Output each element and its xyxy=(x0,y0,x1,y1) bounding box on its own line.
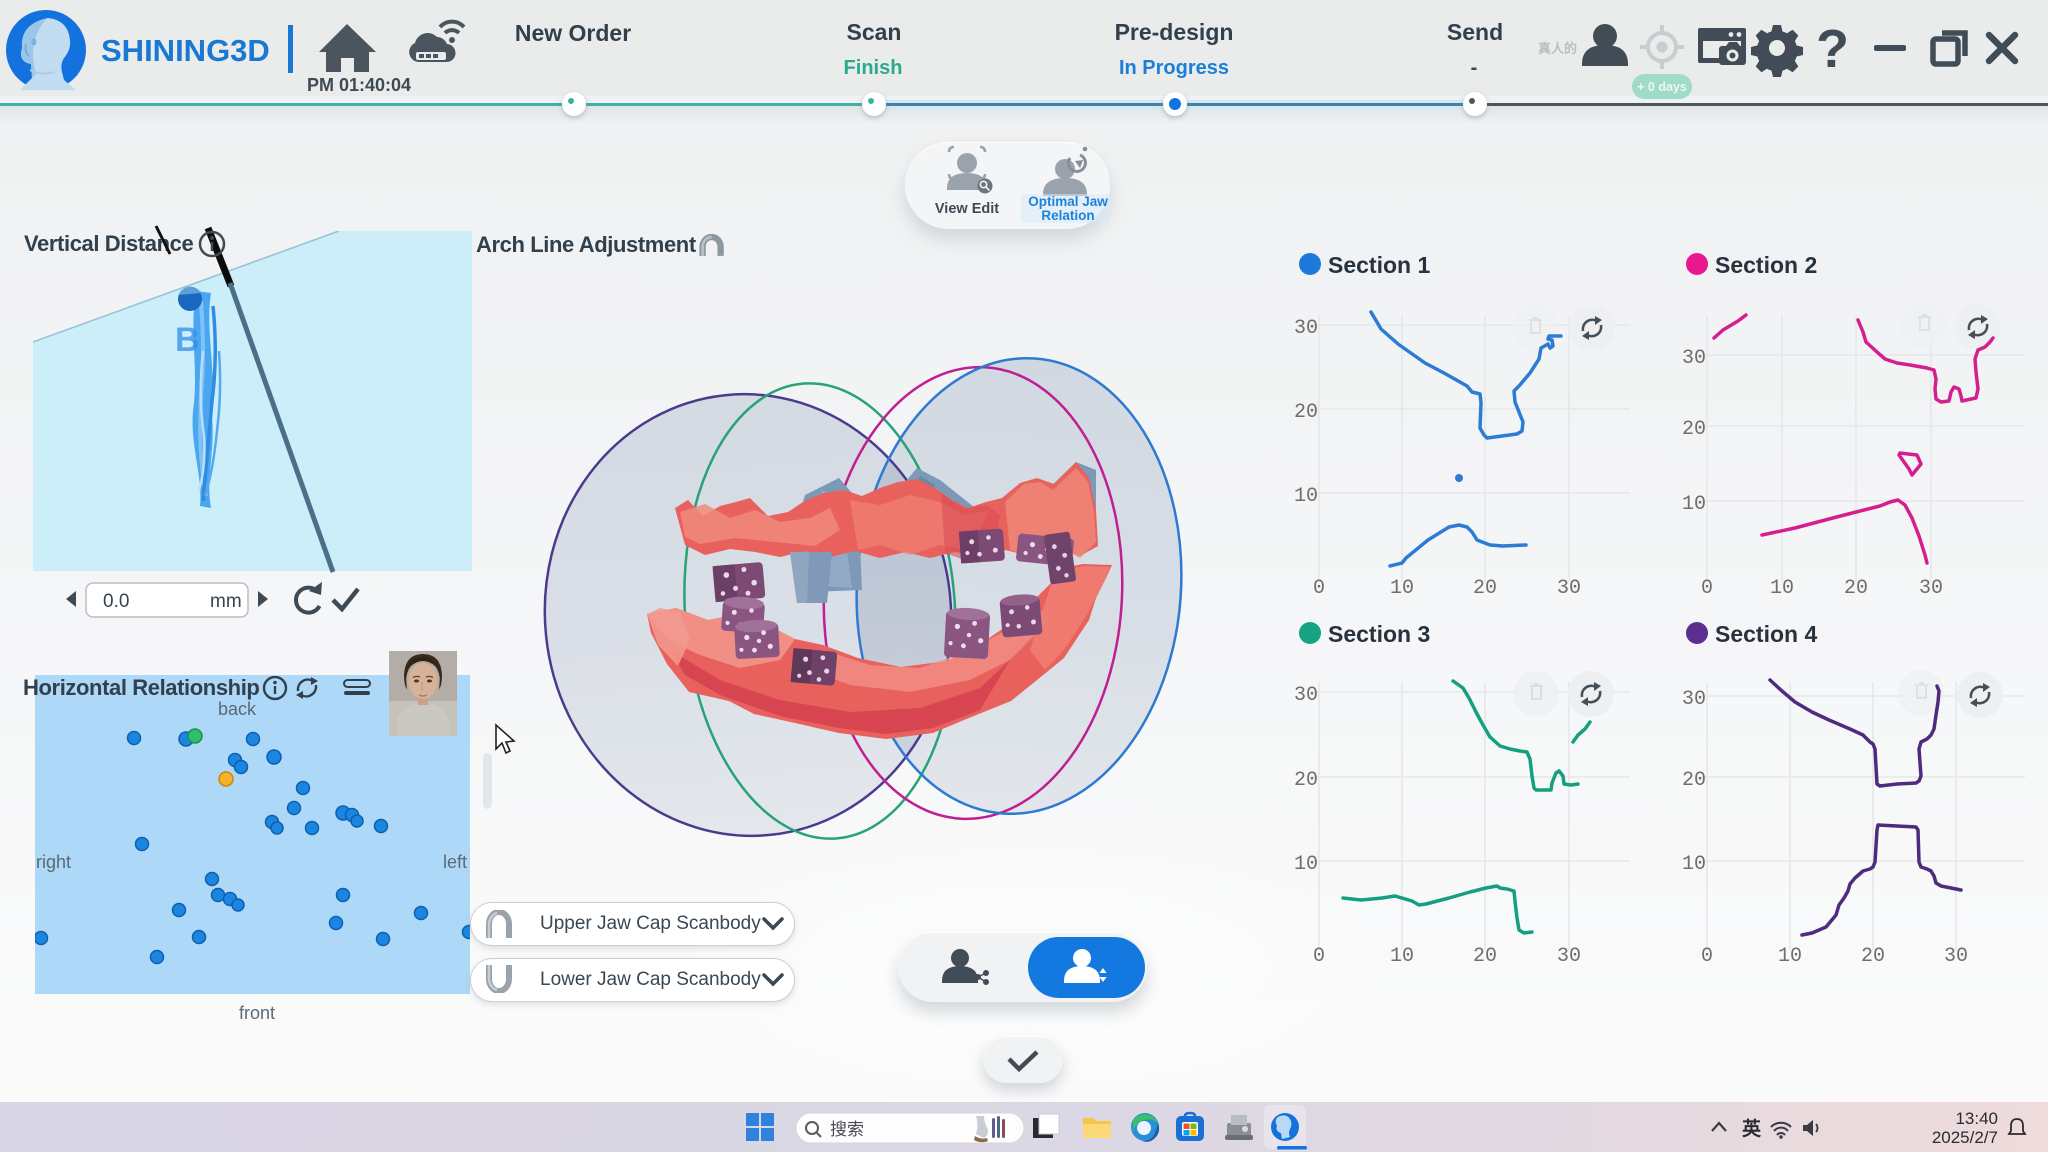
svg-text:20: 20 xyxy=(1682,769,1706,792)
svg-text:20: 20 xyxy=(1473,577,1497,600)
svg-text:30: 30 xyxy=(1294,317,1318,340)
svg-text:30: 30 xyxy=(1294,684,1318,707)
svg-text:30: 30 xyxy=(1682,688,1706,711)
svg-text:10: 10 xyxy=(1294,485,1318,508)
svg-text:30: 30 xyxy=(1557,577,1581,600)
svg-text:10: 10 xyxy=(1778,945,1802,968)
svg-text:Optimal Jaw: Optimal Jaw xyxy=(1028,194,1108,209)
svg-text:back: back xyxy=(218,699,257,719)
svg-text:13:40: 13:40 xyxy=(1955,1109,1998,1128)
svg-text:PM 01:40:04: PM 01:40:04 xyxy=(307,75,411,95)
svg-text:10: 10 xyxy=(1682,853,1706,876)
svg-text:10: 10 xyxy=(1682,493,1706,516)
svg-text:搜索: 搜索 xyxy=(830,1120,864,1139)
svg-text:0.0: 0.0 xyxy=(103,591,129,612)
svg-text:10: 10 xyxy=(1390,945,1414,968)
svg-text:30: 30 xyxy=(1682,347,1706,370)
svg-text:right: right xyxy=(36,852,71,872)
svg-text:left: left xyxy=(443,852,467,872)
svg-text:20: 20 xyxy=(1294,401,1318,424)
svg-text:30: 30 xyxy=(1944,945,1968,968)
svg-text:英: 英 xyxy=(1742,1117,1762,1140)
svg-text:0: 0 xyxy=(1701,577,1713,600)
svg-text:0: 0 xyxy=(1313,945,1325,968)
svg-text:SHINING3D: SHINING3D xyxy=(101,33,270,68)
svg-text:View Edit: View Edit xyxy=(935,201,999,217)
svg-text:20: 20 xyxy=(1294,769,1318,792)
svg-text:B: B xyxy=(175,321,200,359)
svg-text:30: 30 xyxy=(1557,945,1581,968)
svg-text:?: ? xyxy=(1816,19,1849,79)
svg-text:mm: mm xyxy=(210,591,242,612)
svg-text:+ 0 days: + 0 days xyxy=(1637,80,1687,94)
svg-text:0: 0 xyxy=(1313,577,1325,600)
svg-text:10: 10 xyxy=(1390,577,1414,600)
svg-text:20: 20 xyxy=(1473,945,1497,968)
svg-text:30: 30 xyxy=(1919,577,1943,600)
svg-text:2025/2/7: 2025/2/7 xyxy=(1932,1128,1998,1147)
svg-text:Relation: Relation xyxy=(1041,208,1094,223)
svg-text:20: 20 xyxy=(1861,945,1885,968)
svg-text:10: 10 xyxy=(1294,853,1318,876)
svg-text:10: 10 xyxy=(1770,577,1794,600)
svg-text:20: 20 xyxy=(1844,577,1868,600)
svg-text:20: 20 xyxy=(1682,418,1706,441)
svg-text:0: 0 xyxy=(1701,945,1713,968)
svg-text:真人的: 真人的 xyxy=(1538,41,1577,56)
